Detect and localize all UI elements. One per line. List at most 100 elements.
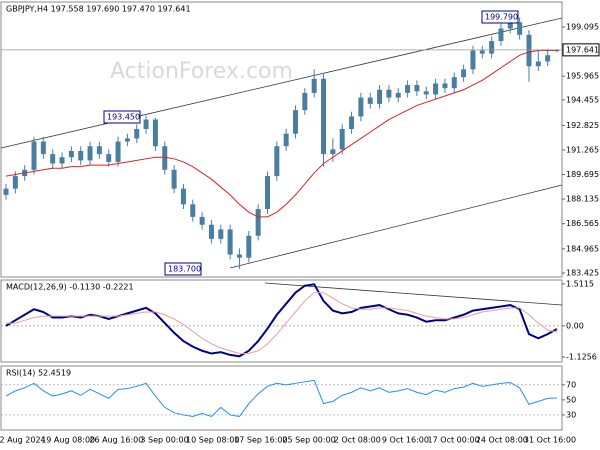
x-tick-label: 17 Sep 16:00 xyxy=(234,436,287,445)
main-title: GBPJPY,H4 197.558 197.690 197.470 197.64… xyxy=(6,5,191,14)
candle-body xyxy=(470,50,476,70)
candle-body xyxy=(302,92,308,111)
candle-body xyxy=(190,204,196,217)
x-tick-label: 25 Sep 00:00 xyxy=(282,436,335,445)
price-label-box xyxy=(562,43,600,57)
candle-body xyxy=(227,229,233,255)
candle-body xyxy=(180,188,186,205)
y-tick-label: 0.00 xyxy=(566,321,584,330)
y-tick-label: 189.695 xyxy=(566,170,599,179)
line-series xyxy=(5,379,558,418)
candle-body xyxy=(274,146,280,177)
y-tick-label: 199.095 xyxy=(566,23,599,32)
y-tick-label: 191.265 xyxy=(566,145,599,154)
candle-body xyxy=(124,138,130,142)
candle-body xyxy=(12,176,18,189)
candle-body xyxy=(171,169,177,189)
candle-body xyxy=(293,110,299,134)
y-tick-label: 188.135 xyxy=(566,195,599,204)
candle-body xyxy=(40,141,46,155)
y-tick-label: -1.1256 xyxy=(566,353,597,362)
candle-body xyxy=(31,141,37,170)
candle-body xyxy=(349,116,355,129)
candle-body xyxy=(218,229,224,239)
candle-body xyxy=(405,85,411,93)
candle-body xyxy=(479,50,485,54)
annotation: 199.790 xyxy=(485,13,518,22)
candle-body xyxy=(442,83,448,89)
y-tick-label: 30 xyxy=(566,410,576,419)
candle-body xyxy=(152,119,158,147)
line-series xyxy=(6,292,558,355)
price-label: 197.641 xyxy=(566,45,599,54)
annotation-box xyxy=(164,262,202,276)
candle-body xyxy=(264,176,270,210)
y-tick-label: 70 xyxy=(566,380,576,389)
candle-body xyxy=(330,149,336,155)
y-tick-label: 183.425 xyxy=(566,268,599,277)
candle-body xyxy=(433,83,439,95)
x-tick-label: 9 Oct 16:00 xyxy=(382,436,429,445)
candle-body xyxy=(386,89,392,98)
annotation-box xyxy=(481,10,519,24)
candle-body xyxy=(451,77,457,89)
candle-body xyxy=(321,78,327,155)
main-panel xyxy=(0,1,563,278)
candle-body xyxy=(50,154,56,164)
x-tick-label: 26 Aug 16:00 xyxy=(89,436,143,445)
candle-body xyxy=(545,55,551,62)
line-series xyxy=(5,283,558,358)
candle-body xyxy=(339,128,345,150)
y-tick-label: 192.825 xyxy=(566,121,599,130)
candle-body xyxy=(115,141,121,162)
candle-body xyxy=(358,97,364,117)
candle-body xyxy=(395,92,401,98)
candle-body xyxy=(59,157,65,164)
line-series xyxy=(5,50,557,218)
x-tick-label: 10 Sep 08:00 xyxy=(186,436,239,445)
x-tick-label: 31 Oct 16:00 xyxy=(524,436,576,445)
watermark: ActionForex.com xyxy=(110,59,293,84)
y-tick-label: 1.5115 xyxy=(566,280,594,289)
candle-body xyxy=(162,146,168,170)
candle-body xyxy=(236,254,242,258)
y-tick-label: 50 xyxy=(566,395,576,404)
upper-channel xyxy=(0,17,563,149)
y-tick-label: 194.455 xyxy=(566,95,599,104)
candle-body xyxy=(461,69,467,78)
x-tick-label: 2 Oct 08:00 xyxy=(334,436,381,445)
candle-body xyxy=(106,154,112,162)
candle-body xyxy=(498,28,504,42)
candle-body xyxy=(489,41,495,54)
x-tick-label: 17 Oct 00:00 xyxy=(428,436,480,445)
candle-body xyxy=(367,97,373,104)
macd-title: MACD(12,26,9) -0.1130 -0.2221 xyxy=(6,283,134,292)
y-tick-label: 184.965 xyxy=(566,244,599,253)
candle-body xyxy=(283,133,289,147)
y-tick-label: 186.565 xyxy=(566,219,599,228)
lower-channel xyxy=(229,184,563,269)
divergence-line xyxy=(264,282,563,306)
candle-body xyxy=(255,209,261,236)
candle-body xyxy=(78,150,84,161)
x-tick-label: 19 Aug 08:00 xyxy=(41,436,95,445)
candle-body xyxy=(507,22,513,29)
candle-body xyxy=(87,146,93,161)
y-tick-label: 195.965 xyxy=(566,72,599,81)
candle-body xyxy=(423,91,429,95)
candle-body xyxy=(143,119,149,129)
candle-body xyxy=(311,78,317,93)
rsi-panel xyxy=(0,365,563,431)
candle-body xyxy=(208,224,214,239)
annotation-box xyxy=(103,110,141,124)
candle-body xyxy=(517,22,523,35)
x-tick-label: 3 Sep 00:00 xyxy=(140,436,188,445)
candle-body xyxy=(414,85,420,92)
candle-body xyxy=(246,235,252,258)
candle-body xyxy=(199,216,205,225)
macd-panel xyxy=(0,279,563,363)
x-tick-label: 12 Aug 2024 xyxy=(0,436,46,445)
candle-body xyxy=(134,128,140,139)
rsi-title: RSI(14) 52.4519 xyxy=(6,369,71,378)
